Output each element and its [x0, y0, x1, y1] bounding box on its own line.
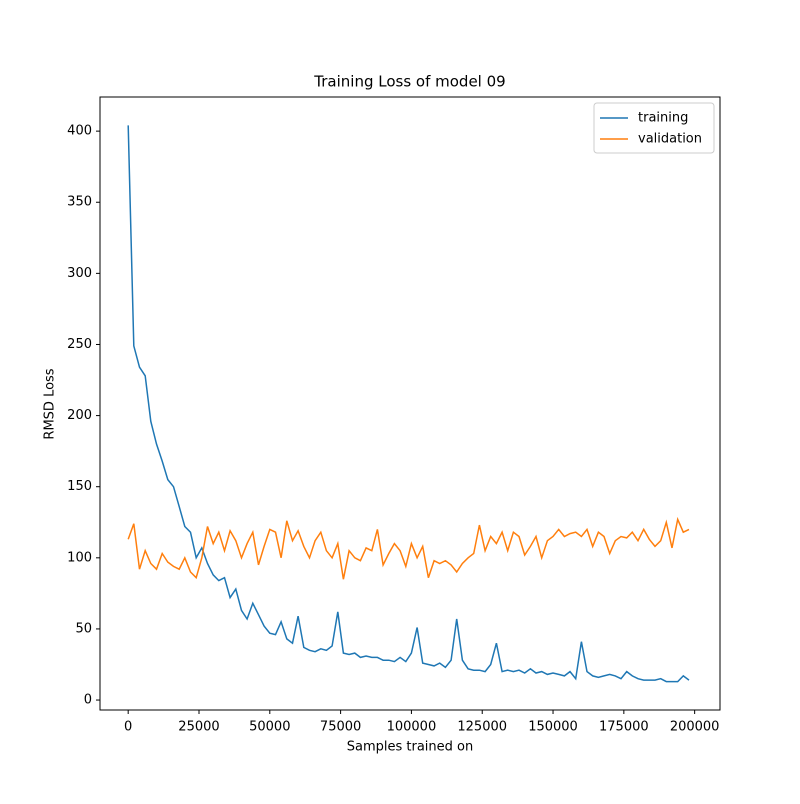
y-tick-label: 400 — [67, 124, 92, 139]
x-tick-label: 0 — [124, 720, 132, 735]
plot-frame — [99, 96, 721, 711]
y-tick-label: 350 — [67, 195, 92, 210]
y-tick-label: 250 — [67, 337, 92, 352]
x-tick-label: 200000 — [670, 720, 720, 735]
x-tick-label: 125000 — [457, 720, 507, 735]
line-series — [127, 516, 690, 580]
x-tick-label: 150000 — [528, 720, 578, 735]
x-tick-label: 175000 — [599, 720, 649, 735]
legend-label: training — [638, 111, 688, 126]
legend-label: validation — [638, 132, 702, 147]
y-tick-label: 50 — [75, 621, 92, 636]
line-series — [127, 125, 690, 683]
x-tick-label: 25000 — [178, 720, 219, 735]
y-tick-label: 100 — [67, 550, 92, 565]
y-axis-label: RMSD Loss — [43, 368, 58, 439]
chart-title: Training Loss of model 09 — [313, 73, 505, 91]
x-tick-label: 75000 — [320, 720, 361, 735]
x-tick-label: 100000 — [387, 720, 437, 735]
x-axis-label: Samples trained on — [347, 740, 473, 755]
y-tick-label: 200 — [67, 408, 92, 423]
x-tick-label: 50000 — [249, 720, 290, 735]
y-tick-label: 300 — [67, 266, 92, 281]
legend-box — [593, 102, 715, 154]
y-tick-label: 150 — [67, 479, 92, 494]
y-tick-label: 0 — [84, 693, 92, 708]
